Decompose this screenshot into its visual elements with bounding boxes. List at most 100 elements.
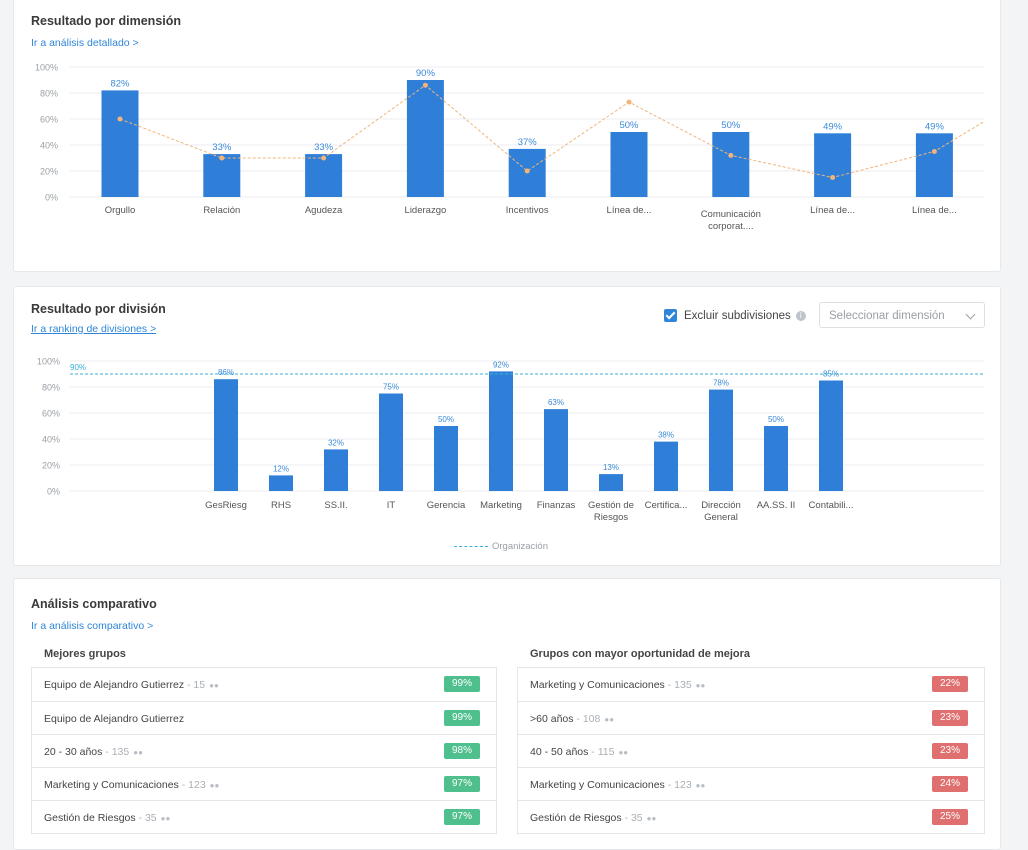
- x-tick-label: Línea de...: [810, 205, 855, 216]
- y-tick-label: 60%: [40, 115, 58, 125]
- comparative-card: Análisis comparativo Ir a análisis compa…: [13, 578, 1001, 850]
- y-tick-label: 0%: [45, 193, 58, 203]
- group-name: 40 - 50 años: [530, 746, 589, 758]
- y-tick-label: 0%: [47, 487, 60, 497]
- bar-value-label: 49%: [925, 121, 945, 132]
- best-row[interactable]: 20 - 30 años - 135 ●● 98%: [32, 734, 496, 767]
- bar-value-label: 63%: [548, 398, 564, 407]
- dimension-bar: [203, 154, 241, 197]
- best-row[interactable]: Equipo de Alejandro Gutierrez - 15 ●● 99%: [32, 668, 496, 701]
- division-title: Resultado por división: [31, 302, 166, 316]
- trend-point: [626, 99, 632, 105]
- trend-point: [931, 149, 937, 154]
- division-bar: [599, 474, 623, 491]
- division-ranking-link[interactable]: Ir a ranking de divisiones >: [31, 323, 157, 335]
- y-tick-label: 20%: [42, 461, 60, 471]
- best-row-name: Equipo de Alejandro Gutierrez - 15 ●●: [44, 679, 219, 691]
- division-bar: [214, 379, 238, 491]
- people-icon: ●●: [695, 681, 706, 690]
- worst-row-name: >60 años - 108 ●●: [530, 713, 614, 725]
- checkbox-checked-icon[interactable]: [664, 309, 677, 322]
- x-tick-label: Finanzas: [537, 500, 576, 511]
- division-bar: [489, 371, 513, 491]
- detailed-analysis-link[interactable]: Ir a análisis detallado >: [31, 37, 139, 49]
- group-name: >60 años: [530, 713, 574, 725]
- bar-value-label: 37%: [518, 137, 538, 148]
- group-name: Equipo de Alejandro Gutierrez: [44, 713, 185, 725]
- x-tick-label: Certifica...: [645, 500, 688, 511]
- group-name: 20 - 30 años: [44, 746, 103, 758]
- y-tick-label: 40%: [40, 141, 58, 151]
- trend-point: [422, 82, 428, 88]
- division-bar: [654, 441, 678, 491]
- dimension-bar: [915, 133, 953, 197]
- bar-value-label: 82%: [110, 78, 130, 89]
- exclude-subdivisions-label: Excluir subdivisiones: [684, 309, 791, 322]
- score-badge: 23%: [932, 710, 968, 726]
- people-icon: ●●: [695, 781, 706, 790]
- x-tick-label: Contabili...: [809, 500, 854, 511]
- info-icon[interactable]: i: [795, 310, 806, 321]
- worst-row[interactable]: >60 años - 108 ●● 23%: [518, 701, 984, 734]
- people-icon: ●●: [604, 715, 615, 724]
- best-row[interactable]: Equipo de Alejandro Gutierrez 99%: [32, 701, 496, 734]
- best-row[interactable]: Marketing y Comunicaciones - 123 ●● 97%: [32, 767, 496, 800]
- bar-value-label: 86%: [218, 368, 234, 377]
- y-tick-label: 20%: [40, 167, 58, 177]
- bar-value-label: 13%: [603, 463, 619, 472]
- trend-point: [524, 168, 530, 174]
- best-row-name: Equipo de Alejandro Gutierrez: [44, 713, 184, 725]
- worst-row[interactable]: Gestión de Riesgos - 35 ●● 25%: [518, 800, 984, 833]
- people-icon: ●●: [618, 748, 629, 757]
- worst-row[interactable]: Marketing y Comunicaciones - 123 ●● 24%: [518, 767, 984, 800]
- y-tick-label: 40%: [42, 435, 60, 445]
- dimension-chart: 0% 20% 40% 60% 80% 100% 82% Orgullo 33% Relación 3…: [35, 63, 985, 232]
- bar-value-label: 38%: [658, 431, 674, 440]
- dimension-bar: [305, 154, 343, 197]
- worst-groups-title: Grupos con mayor oportunidad de mejora: [530, 648, 751, 660]
- x-tick-label: Comunicación: [701, 209, 761, 220]
- dimension-select-placeholder: Seleccionar dimensión: [829, 310, 945, 322]
- worst-groups-list: Marketing y Comunicaciones - 135 ●● 22% >60…: [517, 667, 985, 834]
- group-count: - 15: [184, 679, 206, 691]
- best-row-name: 20 - 30 años - 135 ●●: [44, 746, 143, 758]
- people-icon: ●●: [209, 781, 220, 790]
- trend-point: [830, 175, 836, 180]
- best-row[interactable]: Gestión de Riesgos - 35 ●● 97%: [32, 800, 496, 833]
- exclude-subdivisions-toggle[interactable]: Excluir subdivisiones i: [664, 309, 806, 322]
- reference-line-label: 90%: [70, 363, 86, 372]
- x-tick-label: General: [704, 512, 738, 523]
- group-count: - 135: [664, 679, 692, 691]
- comparative-analysis-link[interactable]: Ir a análisis comparativo >: [31, 620, 154, 632]
- worst-row[interactable]: 40 - 50 años - 115 ●● 23%: [518, 734, 984, 767]
- bar-value-label: 50%: [438, 415, 454, 424]
- best-groups-list: Equipo de Alejandro Gutierrez - 15 ●● 99% E…: [31, 667, 497, 834]
- dimension-bar: [101, 90, 139, 197]
- score-badge: 98%: [444, 743, 480, 759]
- x-tick-label: IT: [387, 500, 396, 511]
- group-count: - 35: [621, 812, 643, 824]
- score-badge: 97%: [444, 776, 480, 792]
- worst-row[interactable]: Marketing y Comunicaciones - 135 ●● 22%: [518, 668, 984, 701]
- x-tick-label: corporat....: [708, 221, 753, 232]
- x-tick-label: Línea de...: [607, 205, 652, 216]
- score-badge: 23%: [932, 743, 968, 759]
- division-bar: [544, 409, 568, 491]
- x-tick-label: Riesgos: [594, 512, 629, 523]
- division-chart: 0% 20% 40% 60% 80% 100% 86% GesRiesg 12% RHS 32% SS…: [37, 357, 984, 523]
- division-bar: [764, 426, 788, 491]
- best-groups-title: Mejores grupos: [44, 648, 126, 660]
- bar-value-label: 50%: [768, 415, 784, 424]
- dimension-title: Resultado por dimensión: [31, 14, 182, 28]
- bar-value-label: 49%: [823, 121, 843, 132]
- y-tick-label: 100%: [35, 63, 58, 73]
- dimension-select[interactable]: Seleccionar dimensión: [819, 302, 985, 328]
- x-tick-label: Incentivos: [506, 205, 549, 216]
- group-name: Gestión de Riesgos: [44, 812, 136, 824]
- x-tick-label: Relación: [203, 205, 240, 216]
- division-bar: [819, 380, 843, 491]
- trend-line: [119, 84, 985, 179]
- trend-point: [321, 155, 327, 161]
- people-icon: ●●: [646, 814, 657, 823]
- dimension-bar: [610, 132, 648, 197]
